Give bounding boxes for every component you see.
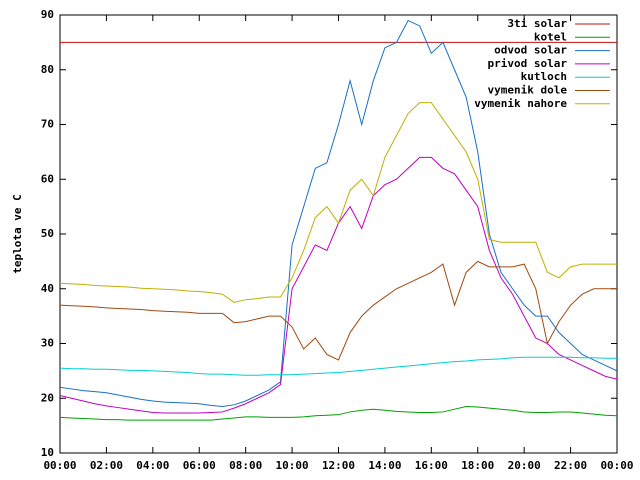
y-tick-label: 50 bbox=[41, 227, 54, 240]
y-tick-label: 30 bbox=[41, 337, 54, 350]
x-tick-label: 00:00 bbox=[600, 459, 633, 472]
y-axis-label: teplota ve C bbox=[11, 194, 24, 273]
x-tick-label: 02:00 bbox=[90, 459, 123, 472]
series-line bbox=[59, 356, 617, 376]
series-line bbox=[59, 19, 618, 407]
x-tick-label: 04:00 bbox=[136, 459, 169, 472]
x-tick-label: 20:00 bbox=[508, 459, 541, 472]
legend-label: 3ti solar bbox=[507, 17, 567, 30]
y-tick-label: 60 bbox=[41, 172, 54, 185]
legend-label: kutloch bbox=[521, 70, 567, 83]
y-tick-label: 40 bbox=[41, 282, 54, 295]
x-tick-label: 10:00 bbox=[276, 459, 309, 472]
x-tick-label: 22:00 bbox=[554, 459, 587, 472]
legend-label: vymenik nahore bbox=[474, 97, 567, 110]
x-tick-label: 18:00 bbox=[461, 459, 494, 472]
y-tick-label: 20 bbox=[41, 391, 54, 404]
y-tick-label: 80 bbox=[41, 63, 54, 76]
legend-label: privod solar bbox=[488, 57, 568, 70]
series-line bbox=[59, 102, 617, 303]
y-tick-label: 10 bbox=[41, 446, 54, 459]
y-tick-label: 90 bbox=[41, 8, 54, 21]
y-tick-label: 70 bbox=[41, 118, 54, 131]
x-tick-label: 16:00 bbox=[415, 459, 448, 472]
x-tick-label: 06:00 bbox=[183, 459, 216, 472]
x-tick-label: 12:00 bbox=[322, 459, 355, 472]
x-tick-label: 14:00 bbox=[368, 459, 401, 472]
legend-label: odvod solar bbox=[494, 44, 567, 57]
plot-frame bbox=[59, 14, 618, 454]
series-line bbox=[59, 405, 618, 421]
series-line bbox=[59, 260, 617, 361]
legend-label: kotel bbox=[534, 30, 567, 43]
series-line bbox=[59, 156, 618, 414]
legend-label: vymenik dole bbox=[488, 84, 568, 97]
x-tick-label: 00:00 bbox=[43, 459, 76, 472]
x-tick-label: 08:00 bbox=[229, 459, 262, 472]
